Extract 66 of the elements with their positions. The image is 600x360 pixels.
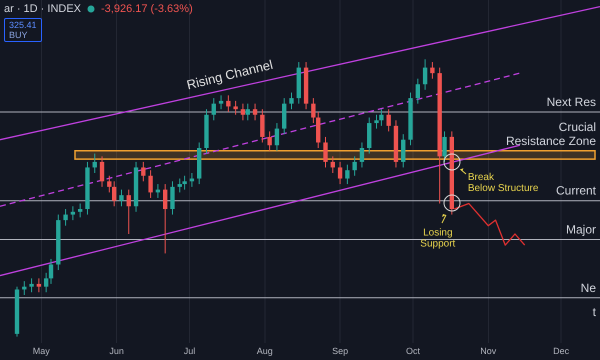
candlestick [182,175,187,190]
candlestick [360,142,364,168]
candlestick [148,170,153,198]
candlestick [267,130,272,152]
candlestick [430,62,435,80]
x-tick-label: Oct [406,346,420,356]
ref-line-label: Major [566,222,596,237]
candlestick [386,108,391,132]
candlestick [48,258,54,284]
x-tick-label: Nov [480,346,497,356]
candlestick [170,180,175,216]
candlestick [92,153,97,174]
x-tick-label: Aug [256,346,273,356]
candlestick [190,172,194,188]
ref-line-label: Next Res [546,94,596,109]
candlestick [44,272,48,293]
candlestick [141,161,146,182]
candlestick [246,103,250,121]
candlestick [36,278,42,293]
candlestick [338,161,342,185]
candlestick [107,175,112,193]
candlestick [212,98,216,121]
band-label: Crucial Resistance Zone [506,120,596,148]
candlestick [252,103,258,121]
text: 325.41 [9,20,37,30]
ref-line-label: Ne t [580,280,597,319]
candlestick [178,178,182,193]
annotation: Losing Support [420,227,456,250]
candlestick [416,78,420,104]
candlestick [100,156,104,188]
candlestick [112,180,116,207]
candlestick [29,278,34,293]
candlestick [352,156,357,176]
x-tick-label: Dec [553,346,570,356]
candlestick [22,280,26,296]
x-tick-label: Jun [109,346,124,356]
candlestick [442,130,447,162]
candlestick [289,92,294,110]
candlestick [240,103,246,121]
candlestick [126,189,131,234]
x-tick-label: Sep [332,346,348,356]
ref-line-label: Current [556,184,597,198]
candlestick [379,108,384,126]
candlestick [63,208,68,226]
candlestick [311,98,316,124]
candlestick [119,189,124,207]
candlestick [274,122,280,152]
candlestick [401,134,406,168]
candlestick [345,164,350,185]
candlestick [156,184,160,198]
annotation: Break Below Structure [468,172,539,194]
candlestick [330,156,335,174]
candlestick [233,100,238,116]
text: BUY [9,30,29,40]
candlestick [226,94,231,112]
candlestick [78,202,82,218]
x-tick-label: May [32,346,50,356]
chart-title: ar · 1D · INDEX [4,3,82,15]
candlestick [422,58,428,90]
annotation: Rising Channel [185,56,274,92]
text: -3,926.17 (-3.63%) [101,3,193,15]
candlestick [162,184,168,254]
x-tick-label: Jul [184,346,196,356]
candlestick [260,108,265,143]
candlestick [323,136,328,168]
candlestick [70,206,76,221]
